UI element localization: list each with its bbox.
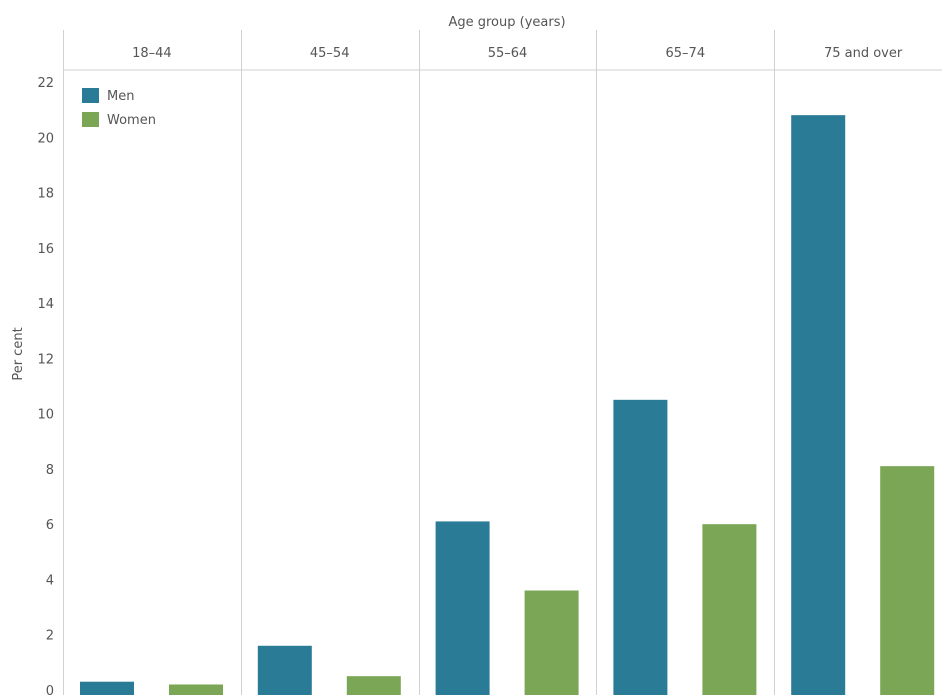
bar-men — [80, 681, 134, 695]
category-label: 75 and over — [824, 46, 903, 61]
bar-men — [257, 645, 312, 695]
bar-women — [169, 684, 223, 695]
y-tick-label: 4 — [46, 573, 54, 588]
y-tick-label: 14 — [37, 297, 54, 312]
category-label: 45–54 — [310, 46, 350, 61]
y-tick-label: 12 — [37, 352, 54, 367]
legend: Men Women — [82, 88, 156, 128]
legend-swatch-men — [82, 88, 99, 103]
bars — [80, 115, 935, 695]
y-tick-label: 22 — [37, 76, 54, 91]
y-tick-label: 20 — [37, 131, 54, 146]
legend-swatch-women — [82, 112, 99, 127]
bar-men — [435, 521, 490, 695]
y-axis-ticks: 0 2 4 6 8 10 12 14 16 18 20 22 — [37, 76, 54, 699]
category-label: 65–74 — [666, 46, 706, 61]
category-headers: 18–44 45–54 55–64 65–74 75 and over — [132, 46, 903, 61]
category-label: 55–64 — [488, 46, 528, 61]
bar-men — [791, 115, 846, 695]
y-tick-label: 2 — [46, 629, 54, 644]
bar-women — [702, 524, 757, 695]
chart-frame — [63, 30, 942, 695]
x-axis-title: Age group (years) — [448, 15, 565, 30]
bar-men — [613, 399, 668, 695]
y-tick-label: 16 — [37, 242, 54, 257]
y-tick-label: 6 — [46, 518, 54, 533]
y-axis-title: Per cent — [11, 327, 26, 380]
category-label: 18–44 — [132, 46, 172, 61]
legend-label-women: Women — [107, 113, 156, 128]
legend-label-men: Men — [107, 89, 134, 104]
y-tick-label: 8 — [46, 463, 54, 478]
bar-women — [524, 590, 579, 695]
bar-women — [880, 466, 935, 695]
bar-women — [346, 676, 401, 695]
y-tick-label: 10 — [37, 408, 54, 423]
y-tick-label: 18 — [37, 187, 54, 202]
y-tick-label: 0 — [46, 684, 54, 695]
